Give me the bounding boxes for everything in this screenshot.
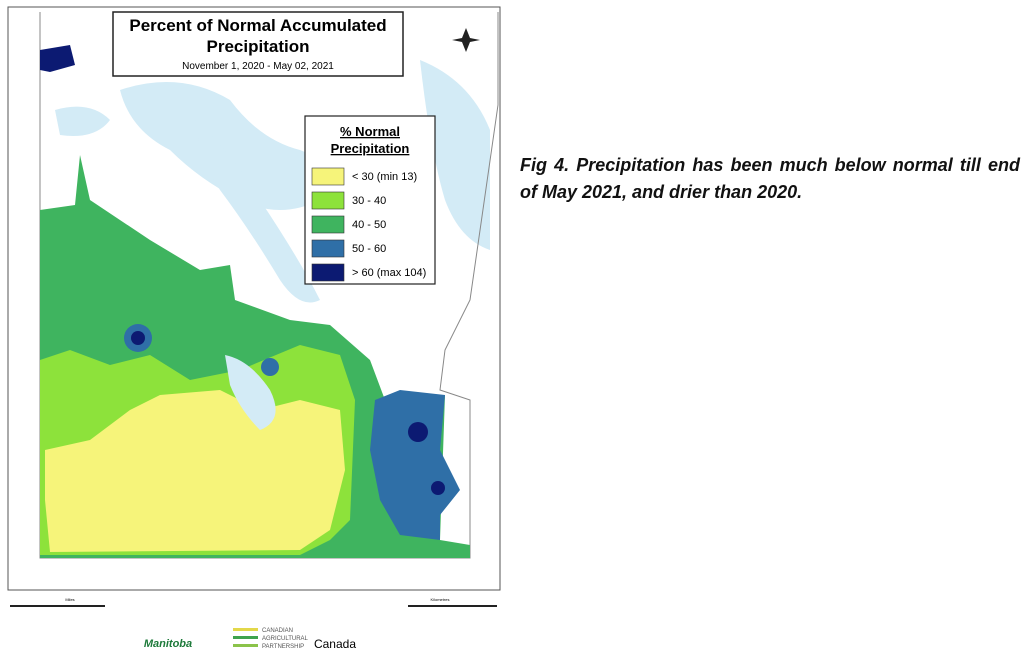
- logo-canada: Canada: [314, 637, 356, 651]
- legend-label: 40 - 50: [352, 219, 386, 231]
- zone-over-60: [131, 331, 145, 345]
- lake: [120, 82, 323, 210]
- caption: Fig 4. Precipitation has been much below…: [520, 155, 1020, 202]
- logo-mark: [233, 628, 258, 631]
- map-subtitle: November 1, 2020 - May 02, 2021: [182, 61, 334, 72]
- logo-mark: [233, 636, 258, 639]
- legend-swatch: [311, 191, 345, 210]
- title-box: [112, 11, 404, 77]
- legend-label: < 30 (min 13): [352, 171, 417, 183]
- zone-over-60: [40, 45, 75, 72]
- map-title: Percent of Normal Accumulated: [129, 16, 386, 35]
- lake: [195, 120, 320, 303]
- legend-swatch: [311, 167, 345, 186]
- legend-label: 50 - 60: [352, 243, 386, 255]
- zone-50-60: [261, 358, 279, 376]
- compass: [452, 28, 480, 52]
- legend-label: > 60 (max 104): [352, 267, 426, 279]
- zone-over-60: [431, 481, 445, 495]
- logo-manitoba: Manitoba: [144, 638, 192, 650]
- scale-unit: Miles: [65, 597, 74, 602]
- scale-unit: Kilometres: [431, 597, 450, 602]
- zone-under-30: [45, 390, 345, 552]
- legend-label: 30 - 40: [352, 195, 386, 207]
- zone-over-60: [408, 422, 428, 442]
- logo-cap: PARTNERSHIP: [262, 644, 304, 650]
- legend-title: % Normal: [340, 124, 400, 139]
- legend-swatch: [311, 263, 345, 282]
- zone-50-60: [370, 390, 460, 540]
- bay: [420, 60, 490, 250]
- logo-mark: [233, 644, 258, 647]
- lake: [55, 106, 110, 136]
- legend-swatch: [311, 239, 345, 258]
- lake: [225, 355, 276, 430]
- map-title: Precipitation: [207, 37, 310, 56]
- logo-cap: CANADIAN: [262, 628, 293, 634]
- logo-cap: AGRICULTURAL: [262, 636, 309, 642]
- legend: % Normal Precipitation < 30 (min 13) 30 -…: [304, 115, 436, 285]
- legend-title: Precipitation: [331, 141, 410, 156]
- map-figure: Percent of Normal Accumulated Precipitat…: [7, 6, 501, 651]
- legend-swatch: [311, 215, 345, 234]
